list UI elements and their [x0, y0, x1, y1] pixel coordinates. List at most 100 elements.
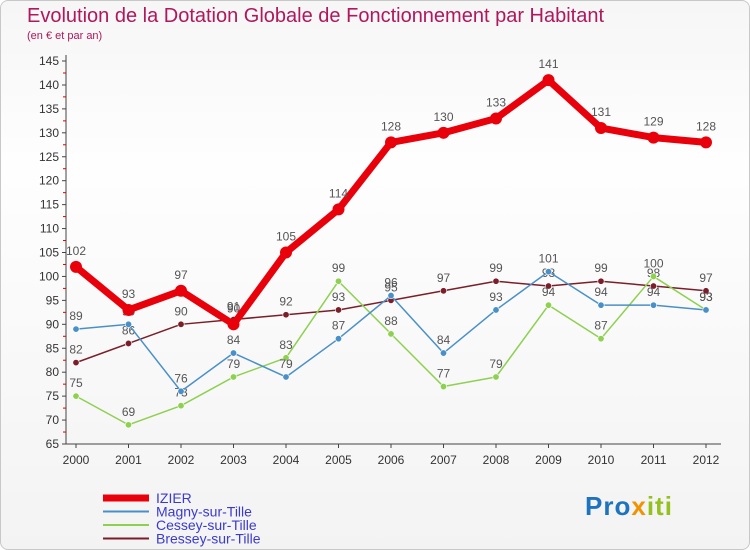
y-tick-label: 120: [39, 174, 59, 188]
x-tick-label: 2011: [641, 453, 667, 467]
series-point: [702, 306, 710, 314]
series-point: [490, 112, 502, 125]
series-point: [385, 136, 397, 149]
series-point: [595, 122, 607, 135]
y-tick-label: 130: [39, 126, 59, 140]
series-point: [387, 292, 395, 300]
data-label: 114: [329, 186, 348, 200]
data-label: 88: [384, 314, 398, 328]
y-tick-label: 75: [46, 389, 60, 403]
data-label: 79: [227, 357, 241, 371]
series-point: [175, 284, 187, 297]
series-point: [439, 287, 447, 295]
series-point: [72, 359, 80, 367]
data-label: 105: [276, 230, 296, 244]
data-label: 100: [643, 256, 663, 270]
y-tick-label: 95: [46, 293, 60, 307]
data-label: 99: [489, 261, 503, 275]
series-point: [647, 131, 660, 144]
data-label: 90: [227, 301, 241, 315]
chart-subtitle: (en € et par an): [27, 30, 103, 42]
y-tick-label: 125: [39, 150, 59, 164]
series-point: [700, 136, 712, 149]
legend-label: Bressey-sur-Tille: [156, 531, 261, 547]
data-label: 96: [384, 276, 398, 290]
x-tick-label: 2012: [693, 453, 720, 467]
y-tick-label: 65: [46, 437, 60, 451]
series-point: [177, 387, 185, 395]
data-label: 87: [594, 319, 608, 333]
data-label: 97: [174, 268, 188, 282]
data-label: 99: [594, 261, 608, 275]
legend-label: IZIER: [156, 490, 192, 506]
data-label: 86: [122, 323, 136, 337]
data-label: 97: [437, 271, 451, 285]
series-point: [649, 282, 657, 290]
y-tick-label: 70: [46, 413, 60, 427]
series-point: [125, 339, 133, 347]
data-label: 102: [66, 244, 86, 258]
series-point: [492, 306, 500, 314]
data-label: 92: [279, 295, 293, 309]
data-label: 94: [594, 285, 608, 299]
data-label: 79: [279, 357, 293, 371]
x-tick-label: 2009: [535, 453, 562, 467]
data-label: 93: [699, 290, 713, 304]
proxiti-logo: Proxiti: [585, 491, 673, 522]
data-label: 82: [69, 343, 83, 357]
series-point: [280, 246, 292, 259]
x-tick-label: 2008: [483, 453, 510, 467]
data-label: 93: [489, 290, 503, 304]
x-tick-label: 2003: [220, 453, 247, 467]
y-tick-label: 135: [39, 102, 59, 116]
x-tick-label: 2007: [430, 453, 457, 467]
series-point: [227, 318, 240, 331]
series-point: [544, 301, 552, 309]
series-point: [334, 306, 342, 314]
series-point: [72, 325, 80, 333]
legend-label: Magny-sur-Tille: [156, 504, 252, 520]
data-label: 129: [643, 115, 663, 129]
series-point: [492, 373, 500, 381]
data-label: 87: [332, 319, 346, 333]
y-tick-label: 140: [39, 78, 59, 92]
y-tick-label: 90: [46, 317, 60, 331]
series-point: [125, 421, 133, 429]
x-tick-label: 2000: [63, 453, 90, 467]
series-point: [72, 392, 80, 400]
x-tick-label: 2004: [273, 453, 300, 467]
x-tick-label: 2001: [115, 453, 142, 467]
series-point: [597, 301, 605, 309]
data-label: 79: [489, 357, 503, 371]
chart-title: Evolution de la Dotation Globale de Fonc…: [27, 5, 605, 27]
series-point: [702, 287, 710, 295]
series-point: [334, 335, 342, 343]
y-tick-label: 115: [40, 198, 59, 212]
data-label: 90: [174, 304, 188, 318]
y-tick-label: 80: [46, 365, 60, 379]
data-label: 83: [279, 338, 293, 352]
logo-part-x: x: [631, 491, 647, 521]
x-tick-label: 2005: [325, 453, 352, 467]
series-point: [439, 383, 447, 391]
series-point: [282, 311, 290, 319]
data-label: 89: [69, 309, 83, 323]
series-point: [439, 349, 447, 357]
series-point: [334, 277, 342, 285]
data-label: 141: [538, 57, 558, 71]
series-point: [649, 272, 657, 280]
data-label: 101: [538, 252, 558, 266]
series-point: [125, 320, 133, 328]
series-point: [542, 74, 555, 87]
y-tick-label: 145: [39, 54, 59, 68]
series-point: [544, 282, 552, 290]
legend-label: Cessey-sur-Tille: [156, 517, 257, 533]
x-tick-label: 2010: [588, 453, 615, 467]
data-label: 93: [699, 290, 713, 304]
data-label: 84: [227, 333, 241, 347]
y-tick-label: 105: [39, 246, 59, 260]
data-label: 130: [433, 110, 453, 124]
data-label: 128: [696, 119, 716, 133]
logo-part-i: iti: [646, 491, 673, 521]
